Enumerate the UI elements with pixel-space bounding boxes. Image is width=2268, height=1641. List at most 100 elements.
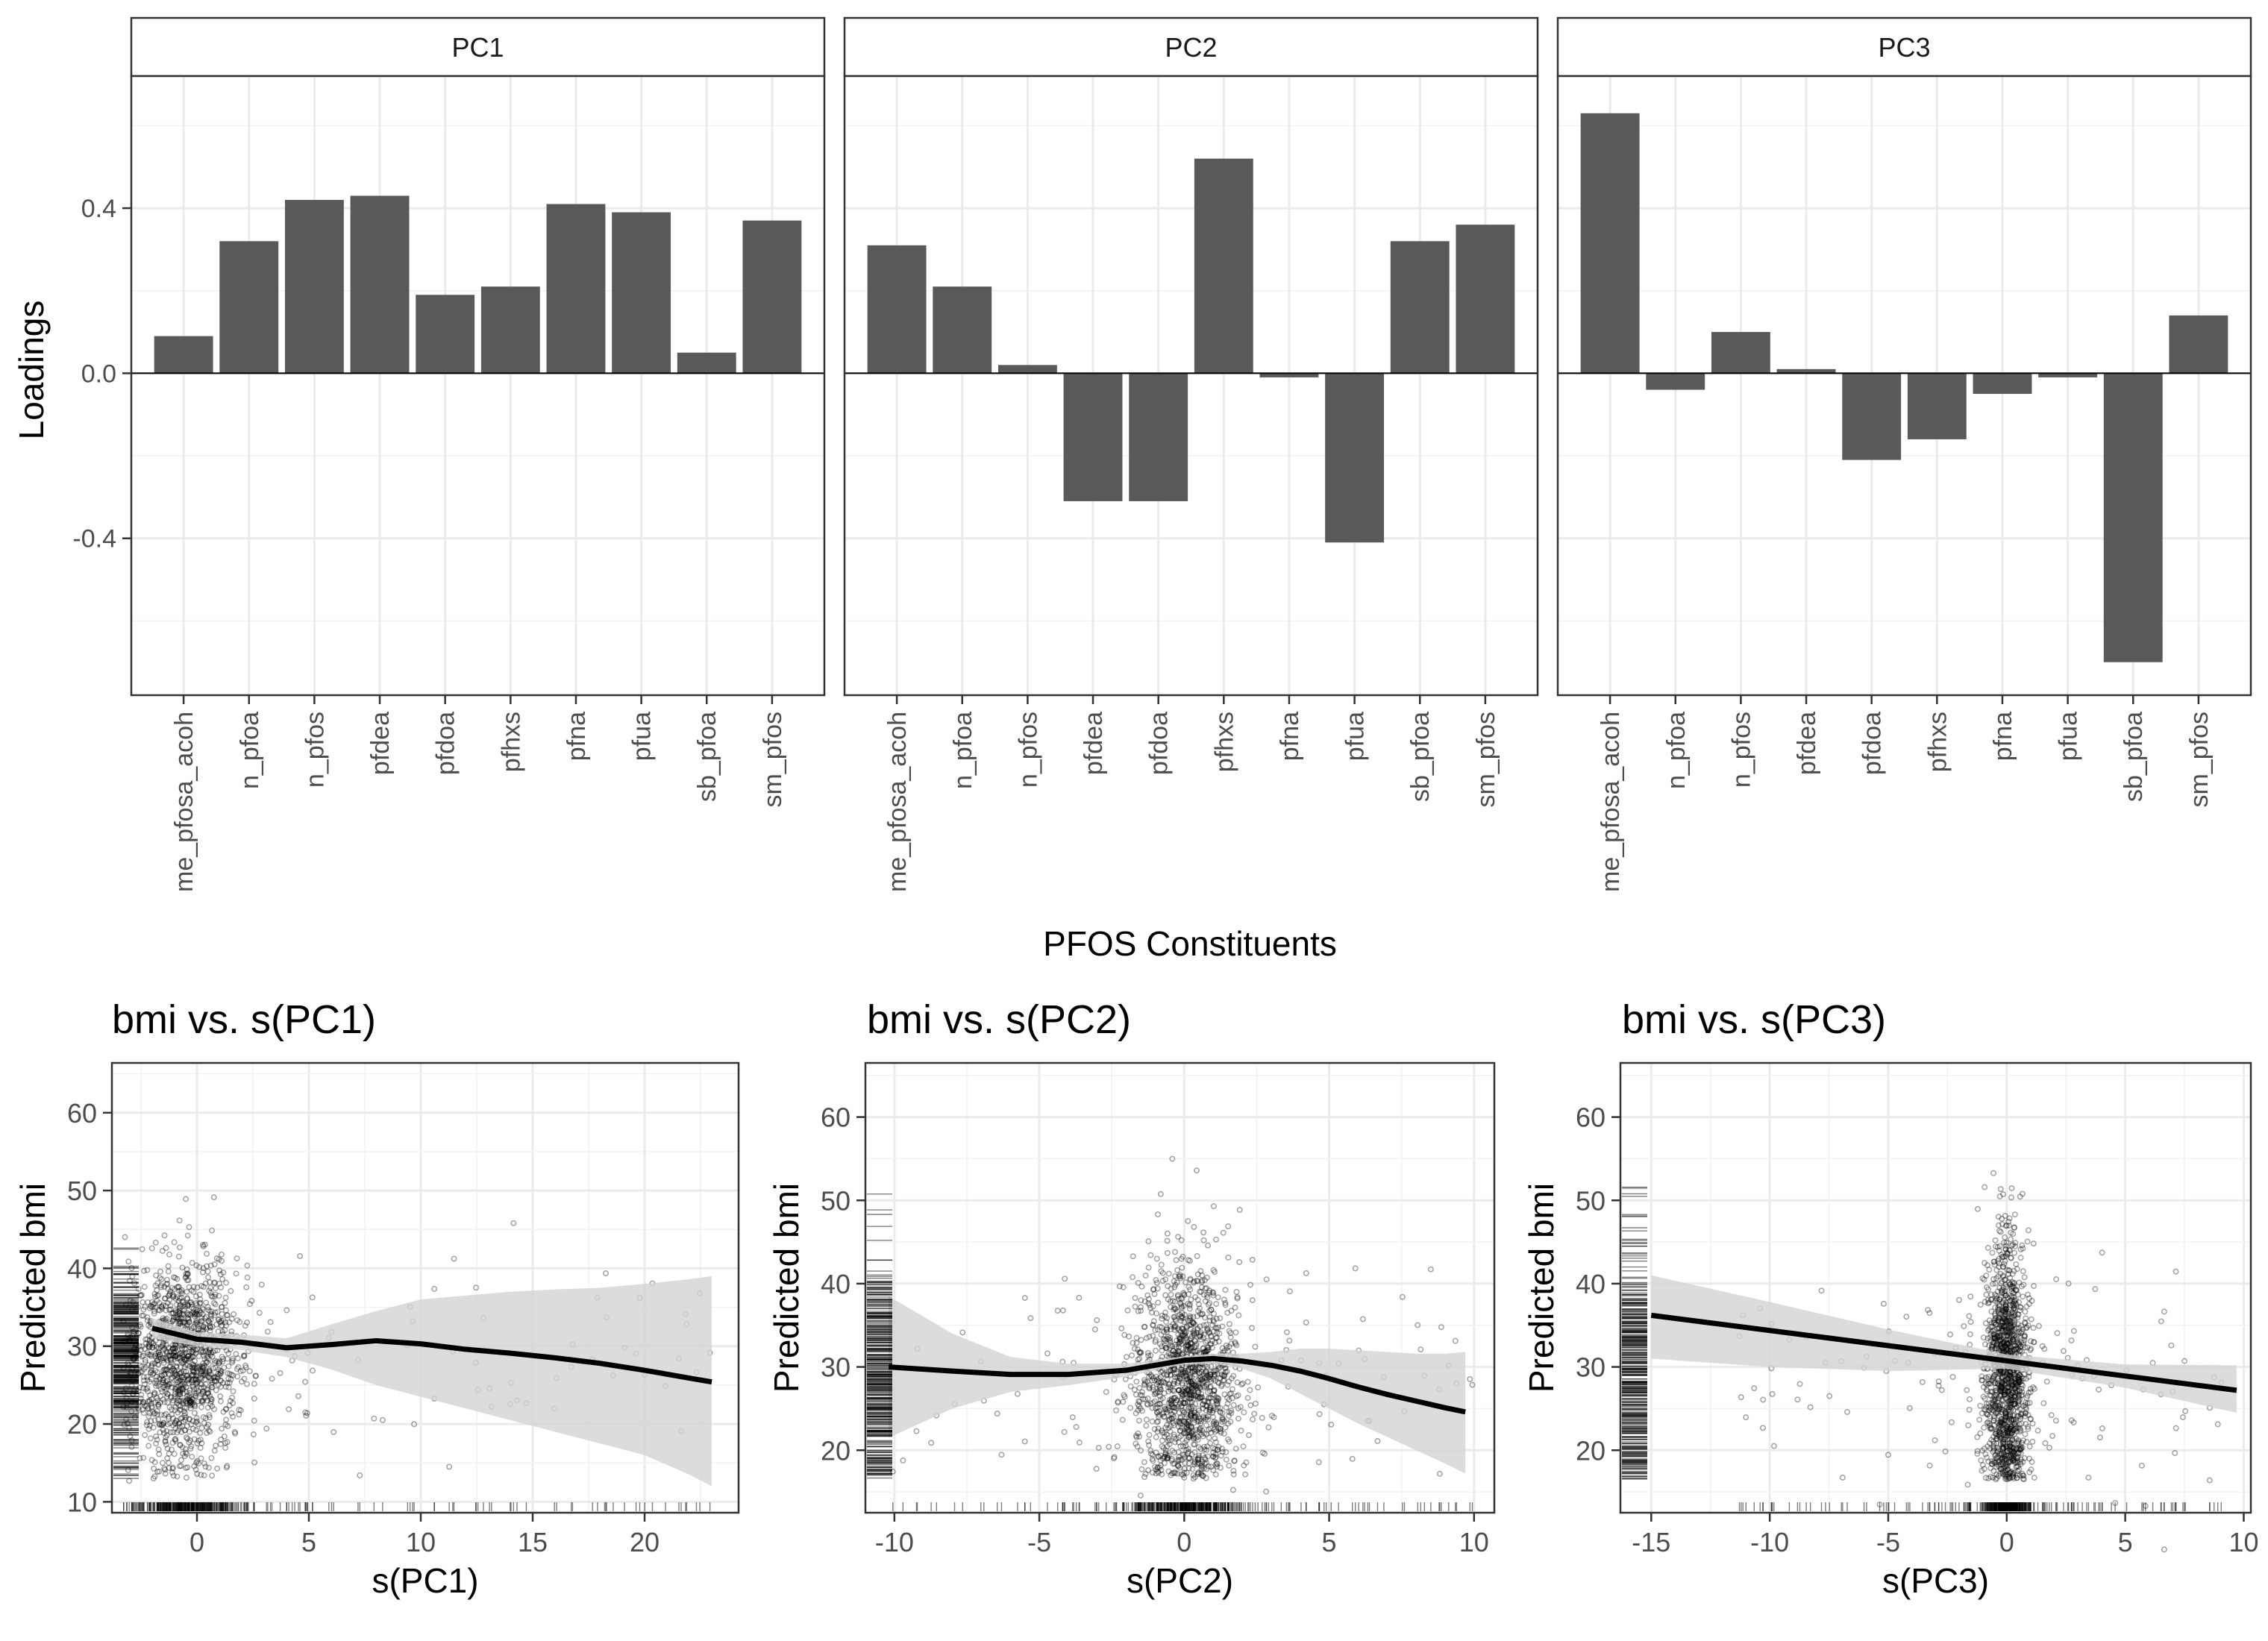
x-tick-label: sm_pfos xyxy=(1472,712,1500,808)
bar-sb_pfoa xyxy=(677,353,736,374)
x-tick-label: 0 xyxy=(1177,1527,1191,1557)
x-tick-label: pfhxs xyxy=(1923,712,1952,772)
x-tick-label: pfdoa xyxy=(432,712,460,775)
y-axis-title: Loadings xyxy=(12,301,51,440)
x-tick-label: pfdoa xyxy=(1858,712,1887,775)
bar-pfdoa xyxy=(1842,373,1901,459)
plot-title: bmi vs. s(PC1) xyxy=(112,997,376,1042)
bar-n_pfoa xyxy=(219,241,278,373)
x-tick-label: me_pfosa_acoh xyxy=(1597,712,1625,892)
x-tick-label: pfdea xyxy=(366,712,395,775)
x-axis-label: s(PC1) xyxy=(372,1561,478,1600)
bar-n_pfos xyxy=(998,365,1057,373)
x-tick-label: n_pfos xyxy=(301,712,329,788)
x-tick-label: -5 xyxy=(1027,1527,1051,1557)
bar-pfna xyxy=(1973,373,2032,394)
x-tick-label: 5 xyxy=(1322,1527,1337,1557)
y-tick-label: 30 xyxy=(821,1352,850,1383)
x-tick-label: n_pfos xyxy=(1014,712,1042,788)
x-tick-label: n_pfoa xyxy=(236,712,264,789)
bar-pfua xyxy=(1325,373,1384,542)
y-tick-label: 20 xyxy=(821,1435,850,1466)
bar-pfdea xyxy=(351,195,410,373)
facet-strip-label: PC1 xyxy=(451,32,504,63)
x-tick-label: n_pfos xyxy=(1727,712,1755,788)
bar-pfhxs xyxy=(1908,373,1967,439)
x-tick-label: pfdoa xyxy=(1145,712,1174,775)
y-tick-label: 60 xyxy=(67,1098,97,1129)
y-tick-label: 20 xyxy=(67,1409,97,1440)
bar-pfna xyxy=(547,204,606,374)
bar-me_pfosa_acoh xyxy=(868,245,927,374)
bar-pfdea xyxy=(1064,373,1123,501)
y-tick-label: 50 xyxy=(67,1176,97,1206)
bar-sb_pfoa xyxy=(2104,373,2163,662)
bar-pfhxs xyxy=(1194,159,1253,374)
bar-sb_pfoa xyxy=(1391,241,1450,373)
y-axis-label: Predicted bmi xyxy=(767,1183,806,1393)
x-tick-label: -10 xyxy=(875,1527,914,1557)
bar-me_pfosa_acoh xyxy=(1581,113,1640,374)
y-tick-label: 40 xyxy=(67,1253,97,1284)
bar-pfhxs xyxy=(481,286,540,373)
x-tick-label: pfhxs xyxy=(497,712,525,772)
bar-n_pfoa xyxy=(933,286,992,373)
x-tick-label: pfua xyxy=(2055,712,2083,761)
x-tick-label: me_pfosa_acoh xyxy=(883,712,912,892)
x-tick-label: sb_pfoa xyxy=(1406,712,1435,802)
y-axis-label: Predicted bmi xyxy=(13,1183,52,1393)
y-tick-label: -0.4 xyxy=(72,525,116,553)
x-tick-label: pfdea xyxy=(1793,712,1821,775)
plot-title: bmi vs. s(PC3) xyxy=(1622,997,1886,1042)
panel-bg xyxy=(865,1063,1494,1513)
x-tick-label: pfna xyxy=(1989,712,2017,761)
smooth-panel-2: bmi vs. s(PC2) -10 -5 0 5 10 20 30 40 50 60 s(PC2) P… xyxy=(767,997,1494,1600)
x-tick-label: pfua xyxy=(628,712,657,761)
y-tick-label: 50 xyxy=(821,1185,850,1216)
y-tick-label: 60 xyxy=(821,1102,850,1133)
x-tick-label: me_pfosa_acoh xyxy=(170,712,198,892)
x-tick-label: 20 xyxy=(630,1527,660,1557)
plot-title: bmi vs. s(PC2) xyxy=(867,997,1131,1042)
x-tick-label: pfua xyxy=(1341,712,1370,761)
bar-me_pfosa_acoh xyxy=(154,336,213,374)
bar-pfdoa xyxy=(1129,373,1188,501)
bar-sm_pfos xyxy=(2169,316,2228,373)
y-tick-label: 0.4 xyxy=(81,195,116,223)
facet-panel-bg xyxy=(845,76,1538,695)
x-axis-label: s(PC2) xyxy=(1127,1561,1233,1600)
panel-bg xyxy=(1620,1063,2251,1513)
y-tick-label: 10 xyxy=(67,1487,97,1517)
bar-pfua xyxy=(612,213,671,374)
x-tick-label: pfna xyxy=(563,712,591,761)
bar-pfdoa xyxy=(416,295,474,373)
x-tick-label: 10 xyxy=(406,1527,436,1557)
smooth-panel-1: bmi vs. s(PC1) 0 5 10 15 20 10 20 30 40 50 60 s(PC1)… xyxy=(13,997,739,1600)
x-tick-label: n_pfoa xyxy=(1662,712,1691,789)
bar-n_pfos xyxy=(1711,332,1770,373)
facet-pc1: PC1 me_pfosa_acoh n_pfoa n_pfos pfdea pfdoa pf… xyxy=(72,18,824,892)
x-tick-label: 10 xyxy=(1459,1527,1489,1557)
facet-strip-label: PC3 xyxy=(1878,32,1930,63)
bar-sm_pfos xyxy=(1456,225,1514,373)
facet-panel-bg xyxy=(131,76,824,695)
x-tick-label: sb_pfoa xyxy=(693,712,721,802)
x-tick-label: pfdea xyxy=(1080,712,1108,775)
x-tick-label: n_pfoa xyxy=(949,712,977,789)
x-tick-label: 15 xyxy=(518,1527,548,1557)
y-tick-label: 0.0 xyxy=(81,360,116,388)
x-tick-label: sm_pfos xyxy=(2185,712,2214,808)
x-tick-label: pfhxs xyxy=(1210,712,1238,772)
y-tick-label: 30 xyxy=(67,1331,97,1362)
y-tick-label: 40 xyxy=(821,1269,850,1299)
bar-n_pfos xyxy=(285,200,344,373)
x-tick-label: 0 xyxy=(189,1527,204,1557)
x-tick-label: 5 xyxy=(301,1527,316,1557)
bar-sm_pfos xyxy=(742,221,801,374)
x-axis-title: PFOS Constituents xyxy=(1043,924,1337,963)
x-tick-label: sb_pfoa xyxy=(2120,712,2148,802)
facet-strip-label: PC2 xyxy=(1165,32,1217,63)
